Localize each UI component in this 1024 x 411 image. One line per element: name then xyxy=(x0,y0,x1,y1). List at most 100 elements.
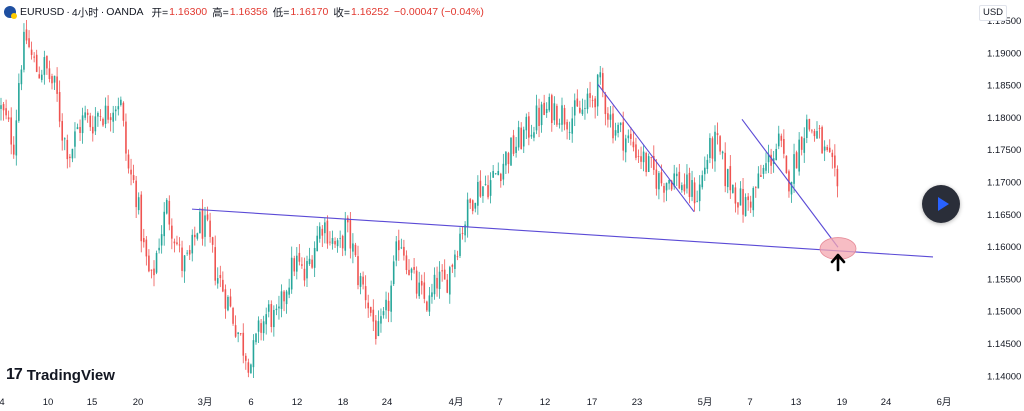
candle-body xyxy=(658,173,660,190)
close-label: 收= xyxy=(333,6,350,19)
y-tick-label: 1.19000 xyxy=(987,48,1021,59)
candle-body xyxy=(0,105,2,109)
time-axis[interactable]: 4 10 15 20 3月 6 12 18 24 4月 7 12 17 23 5月 7 13 19 24 6月 xyxy=(0,397,951,408)
candle-body xyxy=(334,241,336,245)
candle-body xyxy=(178,244,181,246)
candle-body xyxy=(635,144,637,158)
candle-body xyxy=(99,116,102,117)
candle-body xyxy=(369,306,372,313)
candle-body xyxy=(449,267,451,295)
candle-body xyxy=(777,133,780,147)
candle-body xyxy=(127,154,130,169)
candle-body xyxy=(609,114,612,120)
candle-body xyxy=(721,151,724,154)
exchange: OANDA xyxy=(106,6,144,18)
candle-body xyxy=(729,166,732,191)
interval[interactable]: 4小时 xyxy=(71,6,99,19)
candle-body xyxy=(428,295,431,312)
candle-body xyxy=(479,180,482,197)
candle-body xyxy=(41,74,43,80)
candle-body xyxy=(747,196,749,201)
candle-body xyxy=(194,234,196,238)
tradingview-logo[interactable]: 17 TradingView xyxy=(6,366,115,384)
candle-body xyxy=(767,154,770,163)
candle-body xyxy=(137,197,140,211)
candle-body xyxy=(650,157,653,159)
candle-body xyxy=(38,74,41,79)
candle-body xyxy=(112,112,114,122)
candle-body xyxy=(339,237,341,239)
candle-body xyxy=(326,220,329,244)
candle-body xyxy=(418,282,420,297)
candle-body xyxy=(749,201,752,208)
candle-body xyxy=(211,237,214,245)
candle-body xyxy=(28,38,30,48)
candle-body xyxy=(535,105,538,131)
candle-body xyxy=(686,174,688,189)
candle-body xyxy=(158,247,160,251)
symbol-header: EURUSD · 4小时 · OANDA 开= 1.16300 高= 1.16356… xyxy=(4,5,484,19)
y-tick-label: 1.18000 xyxy=(987,113,1021,124)
drawings[interactable] xyxy=(191,84,934,272)
candle-body xyxy=(232,307,234,324)
candle-body xyxy=(456,256,459,258)
x-tick-label: 3月 xyxy=(198,397,213,408)
candle-body xyxy=(171,225,173,239)
candle-body xyxy=(655,169,658,189)
separator: · xyxy=(66,6,70,18)
candle-body xyxy=(818,127,821,129)
candle-body xyxy=(367,302,369,309)
low-label: 低= xyxy=(272,6,290,19)
support-trendline[interactable] xyxy=(191,208,934,258)
candle-body xyxy=(56,76,58,94)
candle-body xyxy=(313,247,316,268)
candle-body xyxy=(12,144,15,155)
price-axis[interactable]: 1.19500 1.19000 1.18500 1.18000 1.17500 1.170… xyxy=(987,16,1021,382)
candle-body xyxy=(441,270,443,272)
candle-body xyxy=(114,109,117,112)
candle-body xyxy=(711,138,714,159)
candle-body xyxy=(619,122,622,126)
candle-body xyxy=(66,139,69,160)
candle-body xyxy=(594,98,596,108)
candle-body xyxy=(528,116,530,138)
downtrend-line-2[interactable] xyxy=(741,118,839,248)
y-tick-label: 1.15500 xyxy=(987,274,1021,285)
candle-body xyxy=(331,238,334,244)
candle-body xyxy=(533,132,535,138)
candle-body xyxy=(183,255,186,272)
symbol-name[interactable]: EURUSD xyxy=(20,6,65,18)
candle-body xyxy=(216,278,219,284)
candle-body xyxy=(275,308,278,311)
candle-body xyxy=(53,75,56,83)
candle-body xyxy=(732,184,734,193)
candle-body xyxy=(591,99,594,101)
candle-body xyxy=(288,287,290,295)
candle-body xyxy=(265,314,267,325)
scroll-to-realtime-button[interactable] xyxy=(922,185,960,223)
candle-body xyxy=(510,137,512,166)
candle-body xyxy=(500,173,502,182)
candle-body xyxy=(168,200,171,225)
x-tick-label: 7 xyxy=(497,397,502,408)
currency-button[interactable]: USD xyxy=(979,5,1007,21)
candle-body xyxy=(505,151,507,166)
arrow-up-icon[interactable] xyxy=(830,253,846,272)
candle-body xyxy=(806,119,808,138)
candle-body xyxy=(545,108,548,113)
candle-body xyxy=(538,107,540,127)
candle-body xyxy=(81,115,84,134)
candle-body xyxy=(270,304,273,327)
y-tick-label: 1.16000 xyxy=(987,242,1021,253)
candle-body xyxy=(23,31,25,70)
tradingview-logo-icon: 17 xyxy=(6,366,23,383)
candle-body xyxy=(191,234,194,254)
candle-body xyxy=(497,170,500,176)
downtrend-line-1[interactable] xyxy=(597,84,695,213)
candle-body xyxy=(489,180,492,196)
candle-body xyxy=(410,268,413,273)
candle-body xyxy=(525,116,528,131)
candle-body xyxy=(461,233,464,234)
candle-body xyxy=(69,156,71,158)
